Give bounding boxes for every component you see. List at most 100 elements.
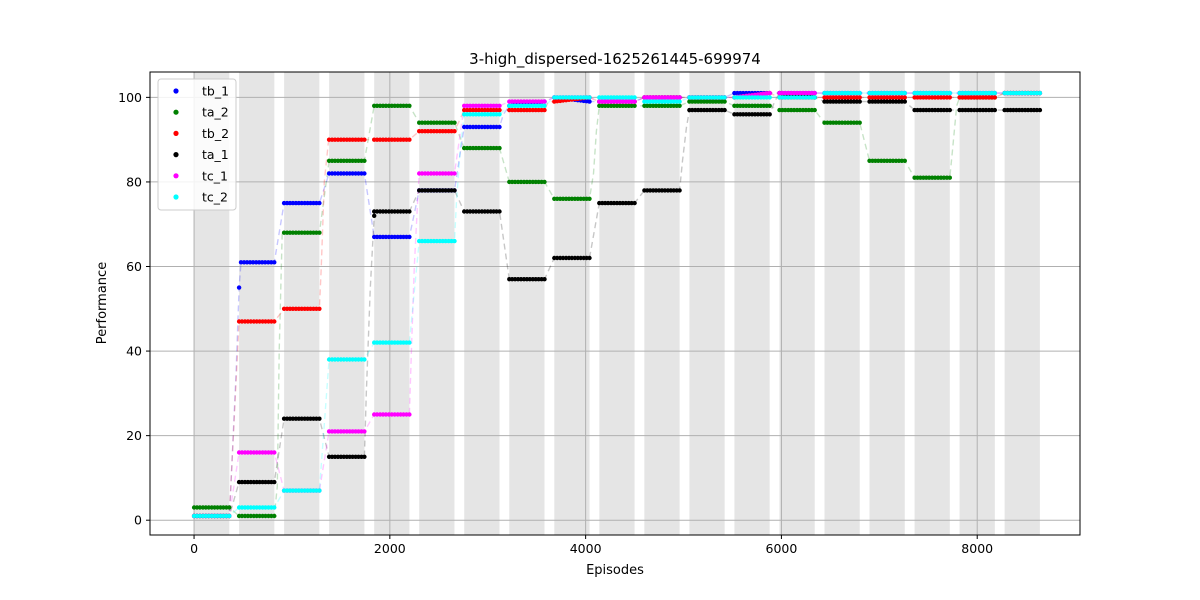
shaded-band — [824, 72, 860, 535]
data-point — [236, 285, 242, 290]
data-point — [812, 90, 817, 96]
data-point — [767, 103, 772, 109]
data-point — [542, 107, 547, 113]
data-point — [992, 107, 997, 113]
legend-label: tc_1 — [202, 168, 228, 183]
legend-label: tb_2 — [202, 126, 229, 141]
data-point — [227, 513, 232, 519]
data-point — [272, 260, 277, 265]
data-point — [407, 209, 412, 214]
data-point — [632, 103, 637, 109]
data-point — [497, 145, 502, 151]
data-point — [947, 90, 952, 96]
data-point — [857, 90, 862, 96]
legend-label: ta_2 — [202, 105, 229, 120]
data-point — [677, 95, 682, 100]
data-point — [497, 209, 502, 214]
data-point — [587, 95, 592, 100]
chart-title: 3-high_dispersed-1625261445-699974 — [469, 50, 761, 69]
shaded-band — [554, 72, 590, 535]
data-point — [992, 90, 997, 96]
data-point — [452, 120, 457, 125]
shaded-band — [419, 72, 455, 535]
data-point — [902, 90, 907, 96]
data-point — [407, 234, 412, 240]
data-point — [317, 200, 322, 206]
shaded-band — [239, 72, 275, 535]
data-point — [902, 95, 907, 100]
y-tick-label: 0 — [134, 513, 142, 528]
data-point — [542, 103, 547, 109]
data-point — [272, 513, 277, 519]
data-point — [317, 306, 322, 311]
data-point — [767, 112, 772, 117]
data-point — [250, 260, 256, 265]
data-point — [317, 416, 322, 421]
series-tc_2 — [191, 90, 1043, 519]
series-ta_2 — [191, 90, 1043, 519]
x-tick-label: 8000 — [961, 541, 993, 556]
data-point — [632, 200, 637, 206]
x-axis-label: Episodes — [586, 563, 644, 578]
data-point — [722, 107, 727, 113]
data-point — [362, 429, 367, 434]
data-point — [902, 99, 907, 104]
data-point — [587, 255, 592, 261]
shaded-band — [374, 72, 410, 535]
shaded-band — [509, 72, 545, 535]
data-point — [857, 120, 862, 125]
plot-frame — [149, 71, 1081, 536]
data-point — [452, 171, 457, 176]
legend-marker — [173, 88, 179, 94]
legend: tb_1 ta_2 tb_2 ta_1 tc_1 tc_2 — [157, 78, 237, 211]
data-point — [722, 99, 727, 104]
x-tick-label: 6000 — [766, 541, 798, 556]
data-point — [677, 188, 682, 193]
data-point — [632, 99, 637, 104]
y-tick-label: 80 — [126, 174, 142, 189]
data-point — [947, 175, 952, 180]
data-point — [407, 412, 412, 417]
data-point — [407, 137, 412, 142]
data-point — [767, 95, 772, 100]
shaded-band — [284, 72, 320, 535]
y-tick-label: 40 — [126, 344, 142, 359]
series-points — [191, 90, 1043, 519]
shaded-band — [464, 72, 500, 535]
data-point — [632, 95, 637, 100]
legend-label: tb_1 — [202, 84, 229, 99]
data-point — [272, 505, 277, 510]
data-point — [317, 488, 322, 493]
data-point — [407, 340, 412, 345]
data-point — [497, 107, 502, 113]
shaded-band — [779, 72, 815, 535]
data-point — [812, 107, 817, 113]
data-point — [362, 357, 367, 362]
data-point — [947, 107, 952, 113]
x-tick-label: 4000 — [570, 541, 602, 556]
shaded-band — [644, 72, 680, 535]
data-point — [362, 454, 367, 459]
data-point — [1037, 90, 1043, 96]
data-point — [372, 213, 377, 218]
legend-marker — [173, 109, 179, 115]
data-point — [497, 112, 502, 117]
data-point — [227, 505, 232, 510]
data-point — [587, 99, 592, 104]
shaded-band — [689, 72, 725, 535]
legend-marker — [173, 152, 179, 158]
data-point — [452, 238, 457, 244]
data-point — [857, 95, 862, 100]
data-point — [497, 103, 502, 109]
data-point — [587, 196, 592, 201]
shaded-band — [1004, 72, 1040, 535]
data-point — [1037, 107, 1043, 113]
data-point — [407, 103, 412, 109]
y-tick-label: 20 — [126, 428, 142, 443]
y-tick-label: 60 — [126, 259, 142, 274]
data-point — [677, 103, 682, 109]
x-tick-label: 0 — [190, 541, 198, 556]
data-point — [362, 158, 367, 163]
data-point — [263, 260, 268, 265]
